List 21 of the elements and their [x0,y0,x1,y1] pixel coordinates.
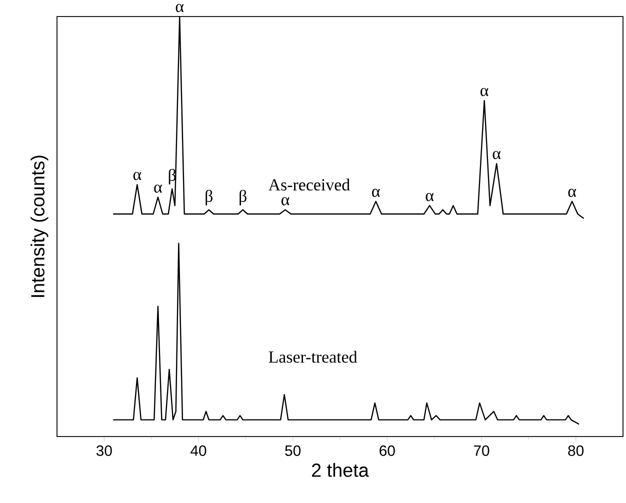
x-tick-label: 50 [285,446,301,456]
annotation: α [176,4,184,12]
x-axis-title: 2 theta [312,463,369,478]
annotation: α [133,172,142,180]
annotation: α [372,189,380,198]
x-tick-label: 40 [190,446,206,456]
annotation: α [426,193,434,202]
x-tick-label: 30 [96,446,112,456]
annotation: α [281,197,290,206]
annotation: β [240,190,246,206]
x-tick-label: 60 [380,446,395,456]
x-tick-label: 70 [474,446,490,456]
annotation: α [492,151,501,160]
series-label: As-received [268,178,350,191]
x-tick-label: 80 [568,446,584,456]
annotation: α [480,88,488,96]
y-axis-title: Intensity (counts) [30,156,48,298]
annotation: α [154,184,162,193]
annotation: β [206,190,212,206]
text: Laser-treated [268,351,358,363]
annotation: α [568,189,576,198]
